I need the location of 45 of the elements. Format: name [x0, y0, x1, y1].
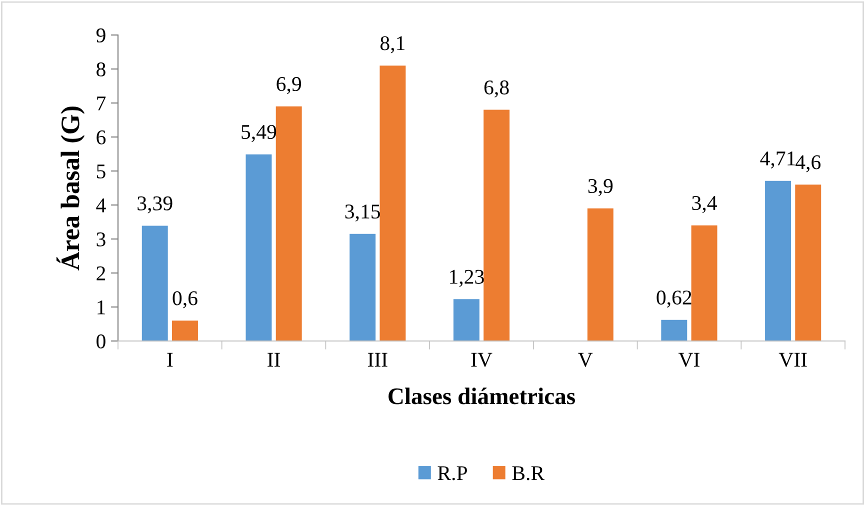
bar — [484, 110, 510, 341]
y-tick-label: 5 — [96, 164, 106, 178]
data-label: 3,9 — [588, 179, 613, 196]
legend-label: B.R — [512, 466, 545, 480]
bar — [765, 180, 791, 341]
data-label: 0,6 — [172, 291, 198, 308]
x-tick-label: V — [578, 352, 593, 367]
y-tick-label: 2 — [96, 266, 106, 280]
y-tick-label: 3 — [96, 232, 106, 246]
data-label: 4,6 — [796, 155, 821, 172]
x-tick-label: IV — [471, 352, 492, 367]
bar — [587, 208, 614, 341]
x-tick-label: I — [167, 352, 173, 367]
bar — [453, 299, 480, 341]
data-label: 6,9 — [276, 77, 302, 94]
bar — [380, 66, 406, 341]
y-tick-label: 1 — [98, 300, 105, 314]
data-label: 3,15 — [345, 204, 380, 222]
bar — [246, 154, 272, 341]
bar — [350, 234, 376, 341]
y-tick-label: 4 — [96, 198, 106, 212]
x-tick-label: VII — [778, 352, 807, 367]
y-tick-label: 0 — [96, 334, 106, 348]
x-axis-title: Clases diámetricas — [388, 388, 576, 404]
data-label: 6,8 — [484, 80, 509, 98]
bar — [172, 320, 198, 341]
bar — [795, 184, 822, 341]
data-label: 4,71 — [760, 152, 795, 169]
legend-label: R.P — [438, 466, 468, 480]
data-label: 0,62 — [656, 290, 692, 308]
bar — [142, 226, 168, 341]
y-tick-label: 8 — [96, 62, 106, 76]
x-tick-label: II — [268, 352, 280, 367]
bar — [691, 225, 718, 341]
data-label: 8,1 — [380, 36, 404, 54]
y-tick-label: 7 — [97, 96, 106, 110]
y-tick-label: 9 — [96, 28, 106, 42]
data-label: 3,39 — [138, 196, 172, 214]
y-tick-label: 6 — [96, 130, 106, 144]
bar — [661, 320, 688, 341]
x-tick-label: III — [368, 352, 388, 367]
data-label: 3,4 — [692, 196, 717, 214]
y-axis-title: Área basal (G) — [56, 106, 85, 270]
x-tick-label: VI — [678, 352, 700, 367]
bar — [276, 106, 302, 341]
